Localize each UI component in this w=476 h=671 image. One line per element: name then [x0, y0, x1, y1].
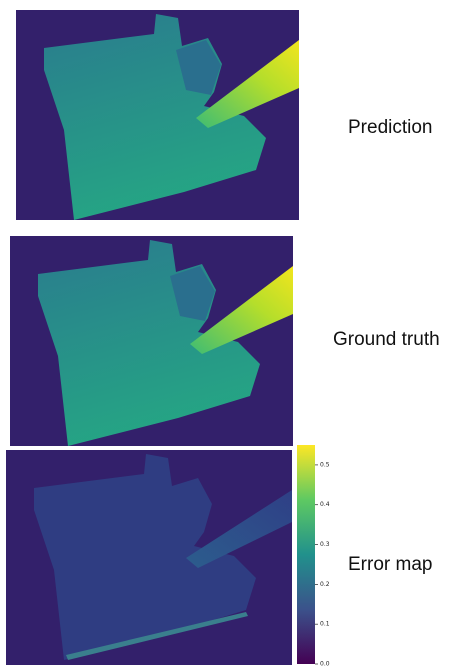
colorbar-tick-label: 0.2 — [320, 581, 330, 588]
colorbar-tick-label: 0.3 — [320, 541, 330, 548]
panel-label: Ground truth — [333, 329, 440, 350]
colorbar — [297, 445, 315, 664]
colorbar-tick-label: 0.5 — [320, 461, 330, 468]
panel-label: Prediction — [348, 117, 433, 138]
error-map-image — [6, 450, 292, 665]
colorbar-tick-label: 0.0 — [320, 661, 330, 668]
colorbar-tick-label: 0.4 — [320, 501, 330, 508]
page: {"panels": [ {"label": "Prediction"}, {"… — [0, 0, 476, 671]
figure: Prediction Ground truth Error map 0.0 0.1… — [0, 0, 476, 671]
colorbar-tick-label: 0.1 — [320, 621, 330, 628]
prediction-image — [16, 10, 299, 220]
ground-truth-image — [10, 236, 293, 446]
panel-label: Error map — [348, 554, 432, 575]
